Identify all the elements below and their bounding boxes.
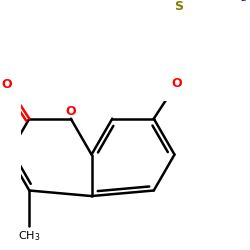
Text: CH$_3$: CH$_3$ [18, 229, 40, 243]
Text: NH$_2$: NH$_2$ [220, 0, 247, 4]
Text: O: O [171, 78, 182, 90]
Text: S: S [174, 0, 183, 13]
Text: O: O [2, 78, 12, 91]
Text: O: O [66, 105, 76, 118]
